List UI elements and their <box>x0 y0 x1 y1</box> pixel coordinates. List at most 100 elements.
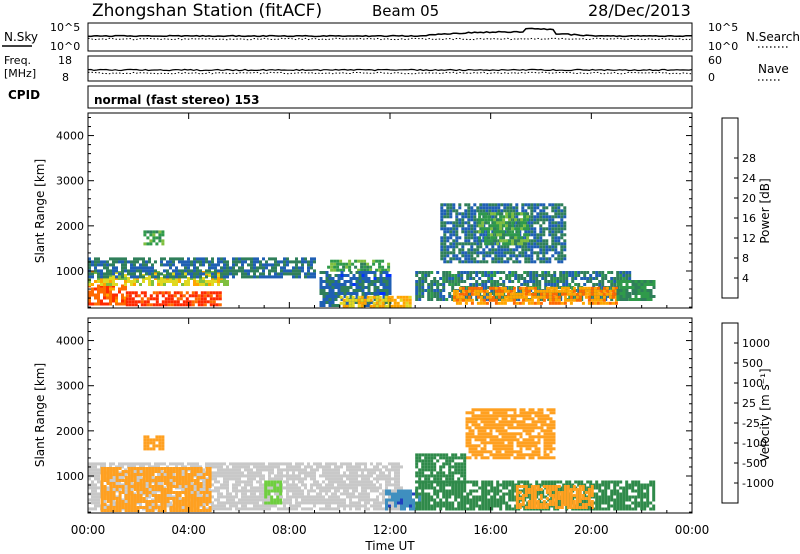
heatmap-cell-velocity <box>241 462 244 466</box>
heatmap-cell-power <box>514 236 518 240</box>
heatmap-cell-power <box>464 212 468 216</box>
heatmap-cell-velocity <box>322 501 325 505</box>
heatmap-cell-power <box>443 203 447 207</box>
heatmap-cell-power <box>253 257 256 261</box>
heatmap-cell-velocity <box>235 465 238 469</box>
heatmap-cell-power <box>361 280 365 283</box>
heatmap-cell-velocity <box>149 447 153 451</box>
heatmap-cell-velocity <box>157 479 161 482</box>
heatmap-cell-power <box>484 215 488 219</box>
heatmap-cell-power <box>470 260 474 264</box>
heatmap-cell-velocity <box>235 468 238 472</box>
heatmap-cell-velocity <box>307 507 310 511</box>
heatmap-cell-velocity <box>322 474 325 478</box>
heatmap-cell-power <box>470 212 474 216</box>
heatmap-cell-power <box>348 265 352 269</box>
heatmap-cell-velocity <box>445 492 449 496</box>
heatmap-cell-velocity <box>115 509 119 512</box>
heatmap-cell-power <box>494 260 498 264</box>
heatmap-cell-power <box>148 283 151 286</box>
heatmap-cell-velocity <box>472 483 476 487</box>
heatmap-cell-velocity <box>229 492 232 496</box>
heatmap-cell-velocity <box>355 486 358 490</box>
heatmap-cell-velocity <box>157 488 161 491</box>
heatmap-cell-power <box>590 289 594 293</box>
heatmap-cell-power <box>572 286 576 290</box>
heatmap-cell-velocity <box>115 495 118 499</box>
heatmap-cell-power <box>175 277 178 280</box>
heatmap-cell-power <box>325 277 329 280</box>
heatmap-cell-velocity <box>244 498 247 502</box>
heatmap-cell-power <box>476 218 480 222</box>
heatmap-cell-velocity <box>106 491 110 494</box>
heatmap-cell-power <box>333 259 337 263</box>
heatmap-cell-power <box>517 230 521 234</box>
heatmap-cell-power <box>455 242 459 246</box>
heatmap-cell-power <box>134 291 138 295</box>
heatmap-cell-power <box>517 221 521 225</box>
heatmap-cell-velocity <box>193 479 197 482</box>
heatmap-cell-velocity <box>409 495 412 499</box>
heatmap-cell-velocity <box>127 473 131 476</box>
heatmap-cell-velocity <box>184 482 188 485</box>
heatmap-cell-power <box>541 298 545 301</box>
heatmap-cell-power <box>188 303 192 307</box>
heatmap-cell-power <box>565 283 569 286</box>
heatmap-cell-velocity <box>451 492 455 496</box>
heatmap-cell-velocity <box>340 504 343 508</box>
heatmap-cell-power <box>490 277 494 280</box>
heatmap-cell-velocity <box>106 494 110 497</box>
heatmap-cell-velocity <box>376 462 379 466</box>
heatmap-cell-power <box>521 209 525 213</box>
heatmap-cell-power <box>467 212 471 216</box>
heatmap-cell-power <box>445 274 449 277</box>
heatmap-cell-power <box>478 218 482 222</box>
heatmap-cell-power <box>115 283 118 286</box>
heatmap-cell-power <box>548 245 552 249</box>
heatmap-cell-power <box>190 277 193 280</box>
heatmap-cell-power <box>387 298 391 302</box>
heatmap-cell-power <box>367 301 371 304</box>
heatmap-cell-velocity <box>337 480 340 484</box>
heatmap-cell-power <box>430 295 434 298</box>
heatmap-cell-power <box>361 292 365 295</box>
heatmap-cell-velocity <box>388 483 391 487</box>
heatmap-cell-velocity <box>262 465 265 469</box>
heatmap-cell-velocity <box>232 468 235 472</box>
heatmap-cell-velocity <box>184 491 188 494</box>
heatmap-cell-velocity <box>175 473 179 476</box>
heatmap-cell-power <box>530 233 534 237</box>
heatmap-cell-power <box>382 286 386 289</box>
heatmap-cell-power <box>571 286 575 289</box>
heatmap-cell-velocity <box>319 474 322 478</box>
heatmap-cell-power <box>551 239 555 243</box>
heatmap-cell-power <box>539 218 543 222</box>
heatmap-cell-power <box>535 280 539 283</box>
heatmap-cell-power <box>361 289 365 292</box>
heatmap-cell-velocity <box>355 507 358 511</box>
heatmap-cell-power <box>503 209 507 213</box>
heatmap-cell-velocity <box>121 503 125 506</box>
heatmap-cell-power <box>396 301 400 305</box>
heatmap-cell-power <box>443 251 447 255</box>
heatmap-cell-velocity <box>139 471 142 475</box>
heatmap-cell-power <box>109 272 112 276</box>
heatmap-cell-power <box>215 297 219 301</box>
heatmap-cell-power <box>484 227 488 231</box>
heatmap-cell-velocity <box>337 477 340 481</box>
heatmap-cell-power <box>476 230 480 234</box>
heatmap-cell-power <box>160 283 163 286</box>
heatmap-cell-velocity <box>376 474 379 478</box>
heatmap-cell-power <box>532 283 536 286</box>
heatmap-cell-power <box>496 295 500 298</box>
heatmap-cell-power <box>466 295 470 298</box>
heatmap-cell-power <box>103 283 106 286</box>
heatmap-cell-power <box>134 294 138 298</box>
heatmap-cell-power <box>446 212 450 216</box>
heatmap-cell-velocity <box>289 489 292 493</box>
heatmap-cell-power <box>178 280 181 283</box>
heatmap-cell-power <box>520 218 524 222</box>
heatmap-cell-power <box>455 254 459 258</box>
heatmap-cell-power <box>448 283 452 286</box>
heatmap-cell-velocity <box>130 465 133 469</box>
